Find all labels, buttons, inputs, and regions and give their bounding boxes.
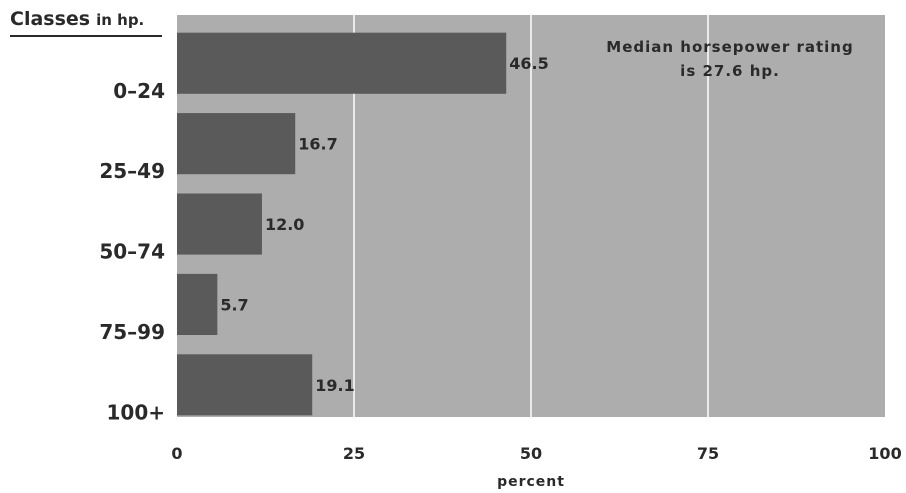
bar-value-label-1: 16.7 <box>298 135 337 154</box>
x-axis-title: percent <box>497 474 565 490</box>
x-tick-label-0: 0 <box>171 444 182 463</box>
bar-3 <box>177 273 218 335</box>
x-tick-label-75: 75 <box>697 444 719 463</box>
category-label-1: 25–49 <box>99 159 165 183</box>
bar-1 <box>177 113 296 175</box>
bar-4 <box>177 354 313 416</box>
annotation-line-0: Median horsepower rating <box>606 38 853 56</box>
category-label-4: 100+ <box>106 400 165 424</box>
category-axis-unit: in hp. <box>96 11 145 29</box>
bar-value-label-2: 12.0 <box>265 215 304 234</box>
category-label-3: 75–99 <box>99 320 165 344</box>
annotation-line-1: is 27.6 hp. <box>680 62 780 80</box>
category-axis-title-underline <box>10 35 162 37</box>
bar-0 <box>177 32 507 94</box>
bar-value-label-3: 5.7 <box>220 295 248 314</box>
category-label-0: 0–24 <box>113 79 165 103</box>
x-tick-label-25: 25 <box>343 444 365 463</box>
x-tick-label-100: 100 <box>868 444 901 463</box>
bar-value-label-4: 19.1 <box>315 376 354 395</box>
category-axis-title: Classes in hp. <box>10 8 144 30</box>
bar-value-label-0: 46.5 <box>509 54 548 73</box>
category-label-2: 50–74 <box>99 240 165 264</box>
x-tick-label-50: 50 <box>520 444 542 463</box>
bar-2 <box>177 193 262 255</box>
category-axis-title-text: Classes <box>10 8 91 30</box>
